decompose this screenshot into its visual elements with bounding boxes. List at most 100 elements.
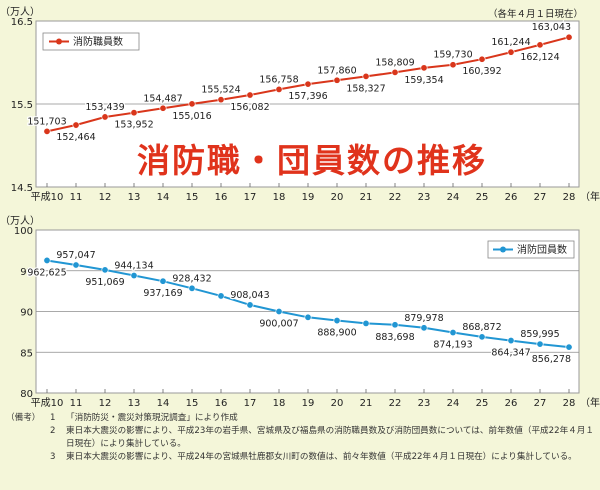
y-tick-label-1: 85 (20, 348, 33, 359)
data-label-0: 153,952 (114, 120, 153, 131)
data-point-0 (304, 80, 312, 88)
x-tick-label-1: 25 (476, 398, 489, 409)
data-label-0: 152,464 (56, 132, 95, 143)
x-tick-label-1: 27 (534, 398, 547, 409)
x-tick-label-1: 12 (99, 398, 112, 409)
x-tick-label-0: 平成10 (31, 191, 64, 203)
x-tick-label-0: 24 (447, 192, 460, 203)
x-tick-label-0: 11 (70, 192, 83, 203)
legend-box-0 (42, 32, 140, 51)
data-point-0 (72, 121, 80, 129)
data-point-0 (275, 85, 283, 93)
notes-head: （備考） (6, 413, 41, 423)
x-tick-label-1: 15 (186, 398, 199, 409)
data-label-1: 859,995 (520, 329, 559, 340)
data-point-0 (217, 96, 225, 104)
data-point-0 (507, 48, 515, 56)
data-label-0: 162,124 (520, 52, 559, 63)
data-label-1: 888,900 (317, 328, 356, 339)
x-tick-label-0: 22 (389, 192, 402, 203)
legend-label-1: 消防団員数 (517, 243, 567, 256)
y-tick-label-1: 80 (20, 389, 33, 400)
data-label-0: 151,703 (27, 116, 66, 127)
x-tick-label-1: 28 (563, 398, 576, 409)
x-tick-label-0: 17 (244, 192, 257, 203)
x-tick-label-0: 23 (418, 192, 431, 203)
y-unit-label-1: （万人） (0, 215, 40, 227)
data-point-1 (333, 317, 341, 325)
data-point-0 (101, 113, 109, 121)
data-label-0: 153,439 (85, 102, 124, 113)
x-tick-label-0: 27 (534, 192, 547, 203)
y-tick-label-1: 95 (20, 267, 33, 278)
data-label-1: 900,007 (259, 318, 298, 329)
data-label-0: 161,244 (491, 37, 530, 48)
y-tick-label-1: 100 (14, 226, 33, 237)
data-point-1 (565, 343, 573, 351)
note-text: 東日本大震災の影響により、平成24年の宮城県牡鹿郡女川町の数値は、前々年数値（平… (66, 452, 577, 462)
x-tick-label-0: 12 (99, 192, 112, 203)
y-tick-label-1: 90 (20, 308, 33, 319)
x-tick-label-0: 16 (215, 192, 228, 203)
x-tick-label-1: 20 (331, 398, 344, 409)
x-tick-label-1: 13 (128, 398, 141, 409)
x-tick-label-0: 19 (302, 192, 315, 203)
note-row-3: 3 東日本大震災の影響により、平成24年の宮城県牡鹿郡女川町の数値は、前々年数値… (6, 451, 596, 464)
data-label-1: 928,432 (172, 273, 211, 284)
x-tick-label-0: 14 (157, 192, 170, 203)
data-point-0 (188, 100, 196, 108)
data-label-0: 155,524 (201, 85, 240, 96)
x-tick-label-0: 28 (563, 192, 576, 203)
data-point-0 (449, 61, 457, 69)
x-tick-label-1: 11 (70, 398, 83, 409)
data-point-0 (420, 64, 428, 72)
data-point-0 (362, 72, 370, 80)
data-point-1 (188, 284, 196, 292)
x-tick-label-1: 17 (244, 398, 257, 409)
x-tick-label-1: 21 (360, 398, 373, 409)
data-point-0 (333, 76, 341, 84)
x-tick-label-1: 14 (157, 398, 170, 409)
x-tick-label-1: 18 (273, 398, 286, 409)
data-point-1 (101, 266, 109, 274)
data-label-1: 879,978 (404, 313, 443, 324)
data-label-1: 874,193 (433, 340, 472, 351)
data-label-1: 957,047 (56, 250, 95, 261)
x-unit-label-0: （年） (580, 190, 600, 203)
data-point-1 (391, 321, 399, 329)
legend-box-1 (487, 240, 575, 259)
data-label-0: 157,860 (317, 65, 356, 76)
y-tick-label-0: 15.5 (11, 100, 33, 111)
data-label-0: 158,327 (346, 83, 385, 94)
data-label-0: 156,082 (230, 102, 269, 113)
note-number: 3 (50, 452, 56, 462)
data-point-1 (43, 256, 51, 264)
data-label-1: 937,169 (143, 288, 182, 299)
x-tick-label-1: 26 (505, 398, 518, 409)
data-label-0: 158,809 (375, 57, 414, 68)
legend-label-0: 消防職員数 (73, 35, 123, 48)
x-tick-label-0: 20 (331, 192, 344, 203)
data-label-1: 962,625 (27, 267, 66, 278)
x-tick-label-1: 16 (215, 398, 228, 409)
legend-marker-0 (56, 38, 62, 45)
data-point-0 (565, 33, 573, 41)
x-unit-label-1: （年） (580, 396, 600, 409)
data-label-1: 883,698 (375, 332, 414, 343)
note-row-1: （備考） 1 「消防防災・震災対策現況調査」により作成 (6, 412, 596, 425)
charts-canvas: 14.515.516.5（万人）平成10 11 12 13 14 15 16 17 18 19 20… (0, 6, 600, 409)
data-point-1 (130, 272, 138, 280)
data-label-1: 908,043 (230, 290, 269, 301)
data-label-1: 868,872 (462, 322, 501, 333)
x-tick-label-1: 平成10 (31, 397, 64, 409)
data-point-1 (159, 277, 167, 285)
data-point-1 (536, 340, 544, 348)
note-text: 東日本大震災の影響により、平成23年の岩手県、宮城県及び福島県の消防職員数及び消… (66, 426, 594, 449)
data-label-0: 159,730 (433, 50, 472, 61)
data-label-1: 856,278 (532, 354, 571, 365)
x-tick-label-1: 23 (418, 398, 431, 409)
data-point-0 (159, 104, 167, 112)
notes: （備考） 1 「消防防災・震災対策現況調査」により作成 2 東日本大震災の影響に… (6, 412, 596, 464)
data-point-1 (362, 319, 370, 327)
data-point-1 (217, 292, 225, 300)
